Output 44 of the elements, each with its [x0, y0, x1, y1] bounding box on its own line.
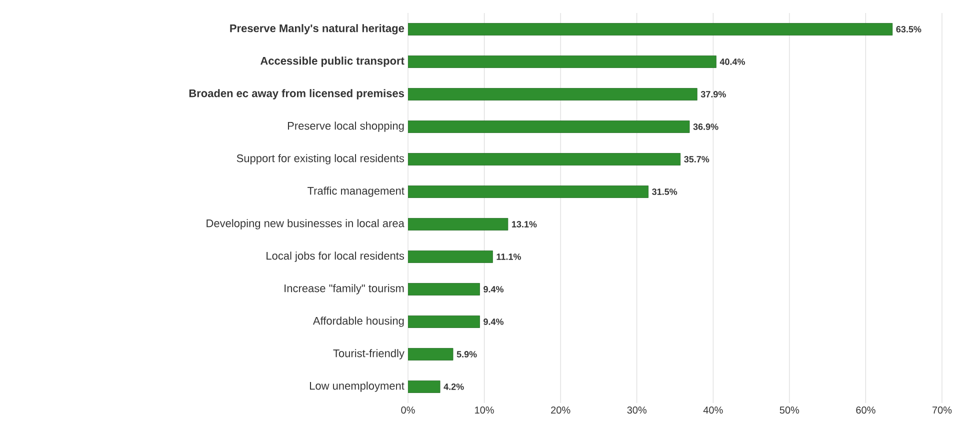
- bar: [408, 186, 648, 198]
- bar: [408, 153, 681, 166]
- data-label: 63.5%: [896, 26, 922, 32]
- data-label: 40.4%: [720, 58, 745, 65]
- x-tick-label: 0%: [401, 406, 415, 414]
- x-tick-label: 10%: [475, 406, 494, 414]
- y-tick-label: Traffic management: [308, 186, 404, 197]
- y-tick-label: Local jobs for local residents: [266, 252, 404, 262]
- data-label: 4.2%: [444, 384, 464, 390]
- x-tick-label: 70%: [932, 406, 952, 414]
- x-tick-label: 40%: [703, 406, 723, 414]
- x-tick-label: 60%: [856, 406, 876, 414]
- data-label: 9.4%: [484, 318, 504, 325]
- bar: [408, 120, 690, 133]
- data-label: 11.1%: [496, 254, 521, 260]
- y-tick-label: Broaden ec away from licensed premises: [189, 89, 404, 100]
- y-tick-label: Increase "family" tourism: [284, 284, 404, 294]
- bar: [408, 56, 716, 68]
- bar: [408, 218, 508, 230]
- x-tick-label: 30%: [627, 406, 647, 414]
- y-tick-label: Affordable housing: [312, 316, 404, 327]
- data-label: 5.9%: [456, 351, 477, 358]
- bar: [408, 316, 480, 328]
- bar: [408, 380, 440, 393]
- bar: [408, 250, 493, 263]
- y-tick-label: Developing new businesses in local area: [206, 219, 404, 230]
- x-tick-label: 50%: [780, 406, 800, 414]
- data-label: 35.7%: [684, 156, 710, 162]
- y-tick-label: Accessible public transport: [260, 56, 404, 67]
- y-tick-label: Preserve local shopping: [288, 122, 404, 132]
- data-label: 31.5%: [652, 188, 678, 195]
- bar: [408, 23, 893, 36]
- data-label: 13.1%: [512, 221, 537, 228]
- y-tick-label: Support for existing local residents: [236, 154, 404, 164]
- bar: [408, 283, 480, 296]
- data-label: 9.4%: [484, 286, 504, 292]
- y-tick-label: Preserve Manly's natural heritage: [230, 24, 404, 34]
- bar: [408, 348, 454, 360]
- y-tick-label: Low unemployment: [310, 382, 404, 392]
- bar: [408, 88, 698, 100]
- y-tick-label: Tourist-friendly: [333, 349, 404, 360]
- x-tick-label: 20%: [551, 406, 570, 414]
- data-label: 36.9%: [693, 124, 718, 130]
- data-label: 37.9%: [700, 91, 726, 98]
